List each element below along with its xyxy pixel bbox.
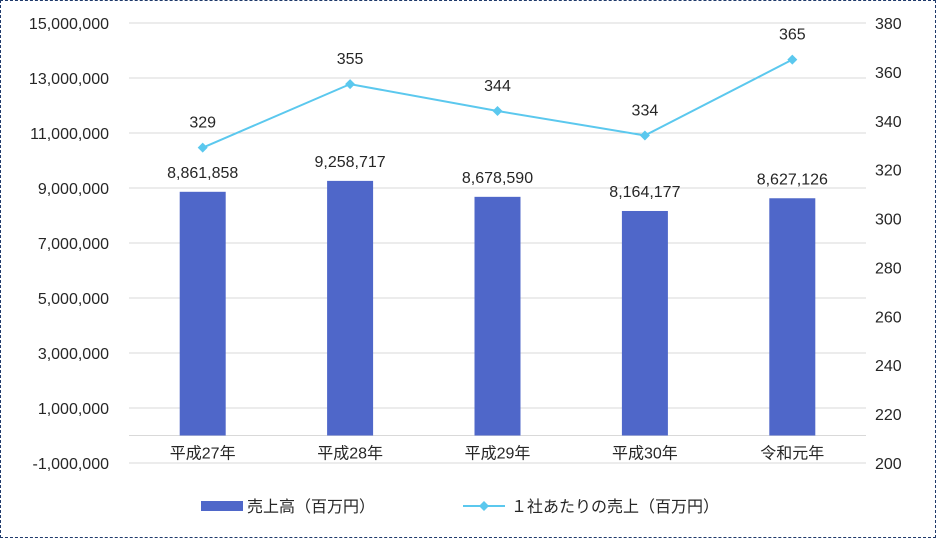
left-tick-label: 7,000,000 [38, 236, 109, 253]
left-tick-label: -1,000,000 [32, 456, 109, 473]
right-tick-label: 360 [875, 65, 902, 82]
legend-label-line: １社あたりの売上（百万円） [511, 498, 719, 516]
bar [327, 180, 374, 436]
bar-data-label: 9,258,717 [315, 154, 386, 171]
category-label: 平成27年 [170, 445, 236, 463]
category-label: 平成30年 [612, 445, 678, 463]
left-tick-label: 3,000,000 [38, 346, 109, 363]
bar [621, 210, 668, 436]
line-data-label: 334 [632, 102, 659, 119]
left-tick-label: 11,000,000 [30, 126, 109, 143]
line-data-label: 344 [484, 78, 511, 95]
right-axis-ticks: 200 220 240 260 280 300 320 340 360 380 [875, 16, 902, 473]
bar [769, 198, 816, 436]
bar-data-label: 8,861,858 [167, 165, 238, 182]
line-point-marker [345, 79, 356, 90]
line-data-label: 329 [189, 115, 216, 132]
left-axis-ticks: -1,000,000 1,000,000 3,000,000 5,000,000 7,0… [29, 16, 109, 473]
category-label: 平成28年 [317, 445, 383, 463]
line-point-marker [492, 106, 503, 116]
line-series: 329 355 344 334 365 [189, 27, 806, 153]
left-tick-label: 1,000,000 [38, 401, 109, 418]
right-tick-label: 200 [875, 456, 902, 473]
bar-data-label: 8,164,177 [609, 184, 680, 201]
line-point-marker [197, 142, 208, 153]
bar-data-label: 8,627,126 [757, 171, 828, 188]
bar-series: 8,861,858 9,258,717 8,678,590 8,164,177 8,62… [167, 154, 828, 436]
legend-swatch-bar [201, 501, 243, 511]
series-line [202, 58, 793, 149]
bar [179, 191, 226, 436]
line-point-marker [787, 54, 798, 65]
right-tick-label: 300 [875, 212, 902, 229]
line-data-label: 355 [337, 51, 364, 68]
right-tick-label: 260 [875, 309, 902, 326]
left-tick-label: 9,000,000 [38, 181, 109, 198]
right-tick-label: 220 [875, 407, 902, 424]
right-tick-label: 240 [875, 358, 902, 375]
left-tick-label: 13,000,000 [29, 71, 109, 88]
right-tick-label: 280 [875, 260, 902, 277]
category-labels: 平成27年 平成28年 平成29年 平成30年 令和元年 [170, 445, 825, 463]
category-label: 平成29年 [465, 445, 531, 463]
right-tick-label: 340 [875, 114, 902, 131]
right-tick-label: 320 [875, 163, 902, 180]
legend: 売上高（百万円） １社あたりの売上（百万円） [201, 498, 719, 516]
bar [474, 196, 521, 436]
line-data-label: 365 [779, 27, 806, 44]
right-tick-label: 380 [875, 16, 902, 33]
legend-label-bar: 売上高（百万円） [247, 498, 375, 516]
legend-diamond-icon [479, 501, 489, 511]
category-label: 令和元年 [760, 445, 824, 463]
left-tick-label: 15,000,000 [29, 16, 109, 33]
left-tick-label: 5,000,000 [38, 291, 109, 308]
line-point-marker [639, 130, 650, 141]
bar-data-label: 8,678,590 [462, 170, 533, 187]
